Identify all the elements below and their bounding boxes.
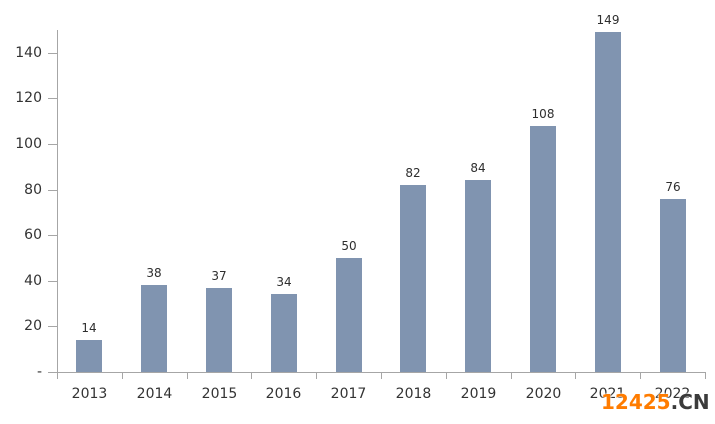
y-tick — [48, 190, 57, 191]
y-tick — [48, 281, 57, 282]
y-tick-label: 60 — [24, 227, 42, 243]
bar-2015 — [206, 288, 232, 372]
x-tick — [122, 372, 123, 379]
bar-2022 — [660, 199, 686, 372]
x-tick — [381, 372, 382, 379]
x-tick — [446, 372, 447, 379]
bar-value-label: 108 — [531, 107, 555, 121]
x-tick-label: 2018 — [395, 386, 432, 402]
bar-2017 — [336, 258, 362, 372]
bar-2016 — [271, 294, 297, 372]
x-tick-label: 2019 — [460, 386, 497, 402]
x-tick-label: 2016 — [265, 386, 302, 402]
y-tick — [48, 326, 57, 327]
bar-value-label: 14 — [81, 321, 97, 335]
x-tick — [575, 372, 576, 379]
bar-2019 — [465, 180, 491, 372]
bar-value-label: 76 — [665, 180, 681, 194]
x-tick — [187, 372, 188, 379]
watermark-brand: 12425 — [601, 390, 671, 414]
y-tick-label: 140 — [15, 45, 42, 61]
x-tick-label: 2022 — [654, 386, 691, 402]
bar-2018 — [400, 185, 426, 372]
y-tick-label: 40 — [24, 273, 42, 289]
x-tick-label: 2014 — [136, 386, 173, 402]
bar-value-label: 37 — [211, 269, 227, 283]
bar-value-label: 82 — [405, 166, 421, 180]
x-tick — [511, 372, 512, 379]
x-tick-label: 2017 — [330, 386, 367, 402]
x-tick-label: 2020 — [525, 386, 562, 402]
bar-value-label: 38 — [146, 266, 162, 280]
bar-value-label: 50 — [341, 239, 357, 253]
x-tick-label: 2013 — [71, 386, 108, 402]
bar-2021 — [595, 32, 621, 372]
bar-2014 — [141, 285, 167, 372]
y-axis-line — [57, 30, 58, 379]
x-axis-line — [48, 372, 705, 373]
bar-2020 — [530, 126, 556, 372]
y-tick — [48, 98, 57, 99]
y-tick-label: - — [36, 364, 42, 380]
x-tick — [316, 372, 317, 379]
bar-value-label: 149 — [596, 13, 620, 27]
watermark-suffix: .CN — [670, 390, 710, 414]
x-tick-label: 2015 — [201, 386, 238, 402]
x-tick — [251, 372, 252, 379]
x-tick — [705, 372, 706, 379]
y-tick-label: 80 — [24, 182, 42, 198]
y-tick — [48, 53, 57, 54]
y-tick-label: 20 — [24, 318, 42, 334]
x-tick-label: 2021 — [589, 386, 626, 402]
y-tick-label: 120 — [15, 90, 42, 106]
y-tick-label: 100 — [15, 136, 42, 152]
bar-value-label: 84 — [470, 161, 486, 175]
bar-value-label: 34 — [276, 275, 292, 289]
y-tick — [48, 144, 57, 145]
watermark: 12425.CN — [601, 390, 710, 414]
x-tick — [640, 372, 641, 379]
bar-2013 — [76, 340, 102, 372]
y-tick — [48, 235, 57, 236]
